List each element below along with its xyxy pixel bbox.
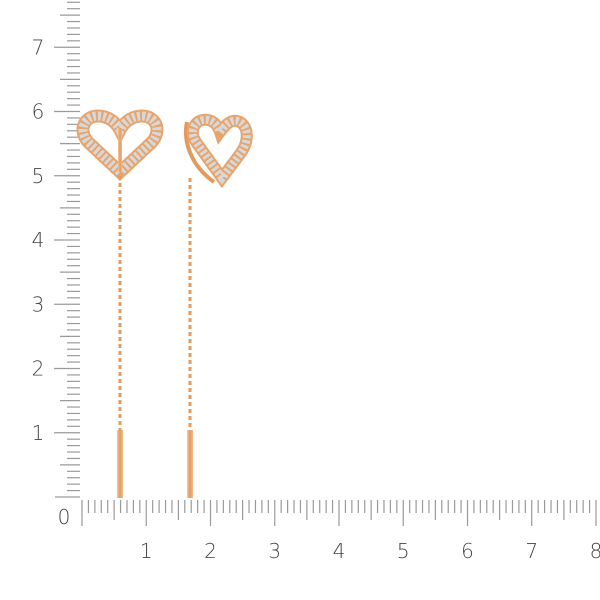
y-label: 4 bbox=[32, 228, 45, 252]
right-earring bbox=[184, 113, 253, 498]
y-label: 2 bbox=[32, 357, 45, 381]
y-label: 1 bbox=[32, 421, 45, 445]
x-label: 4 bbox=[333, 539, 346, 563]
origin-label: 0 bbox=[58, 505, 71, 529]
x-label: 6 bbox=[461, 539, 474, 563]
x-label: 8 bbox=[590, 539, 600, 563]
x-label: 7 bbox=[525, 539, 538, 563]
x-label: 2 bbox=[204, 539, 217, 563]
x-label: 5 bbox=[397, 539, 410, 563]
y-label: 7 bbox=[32, 35, 45, 59]
y-label: 3 bbox=[32, 292, 45, 316]
left-bar bbox=[117, 430, 123, 498]
x-label: 3 bbox=[268, 539, 281, 563]
left-earring bbox=[76, 109, 164, 498]
x-label: 1 bbox=[140, 539, 153, 563]
y-label: 6 bbox=[32, 100, 45, 124]
y-label: 5 bbox=[32, 164, 45, 188]
right-bar bbox=[187, 430, 193, 498]
